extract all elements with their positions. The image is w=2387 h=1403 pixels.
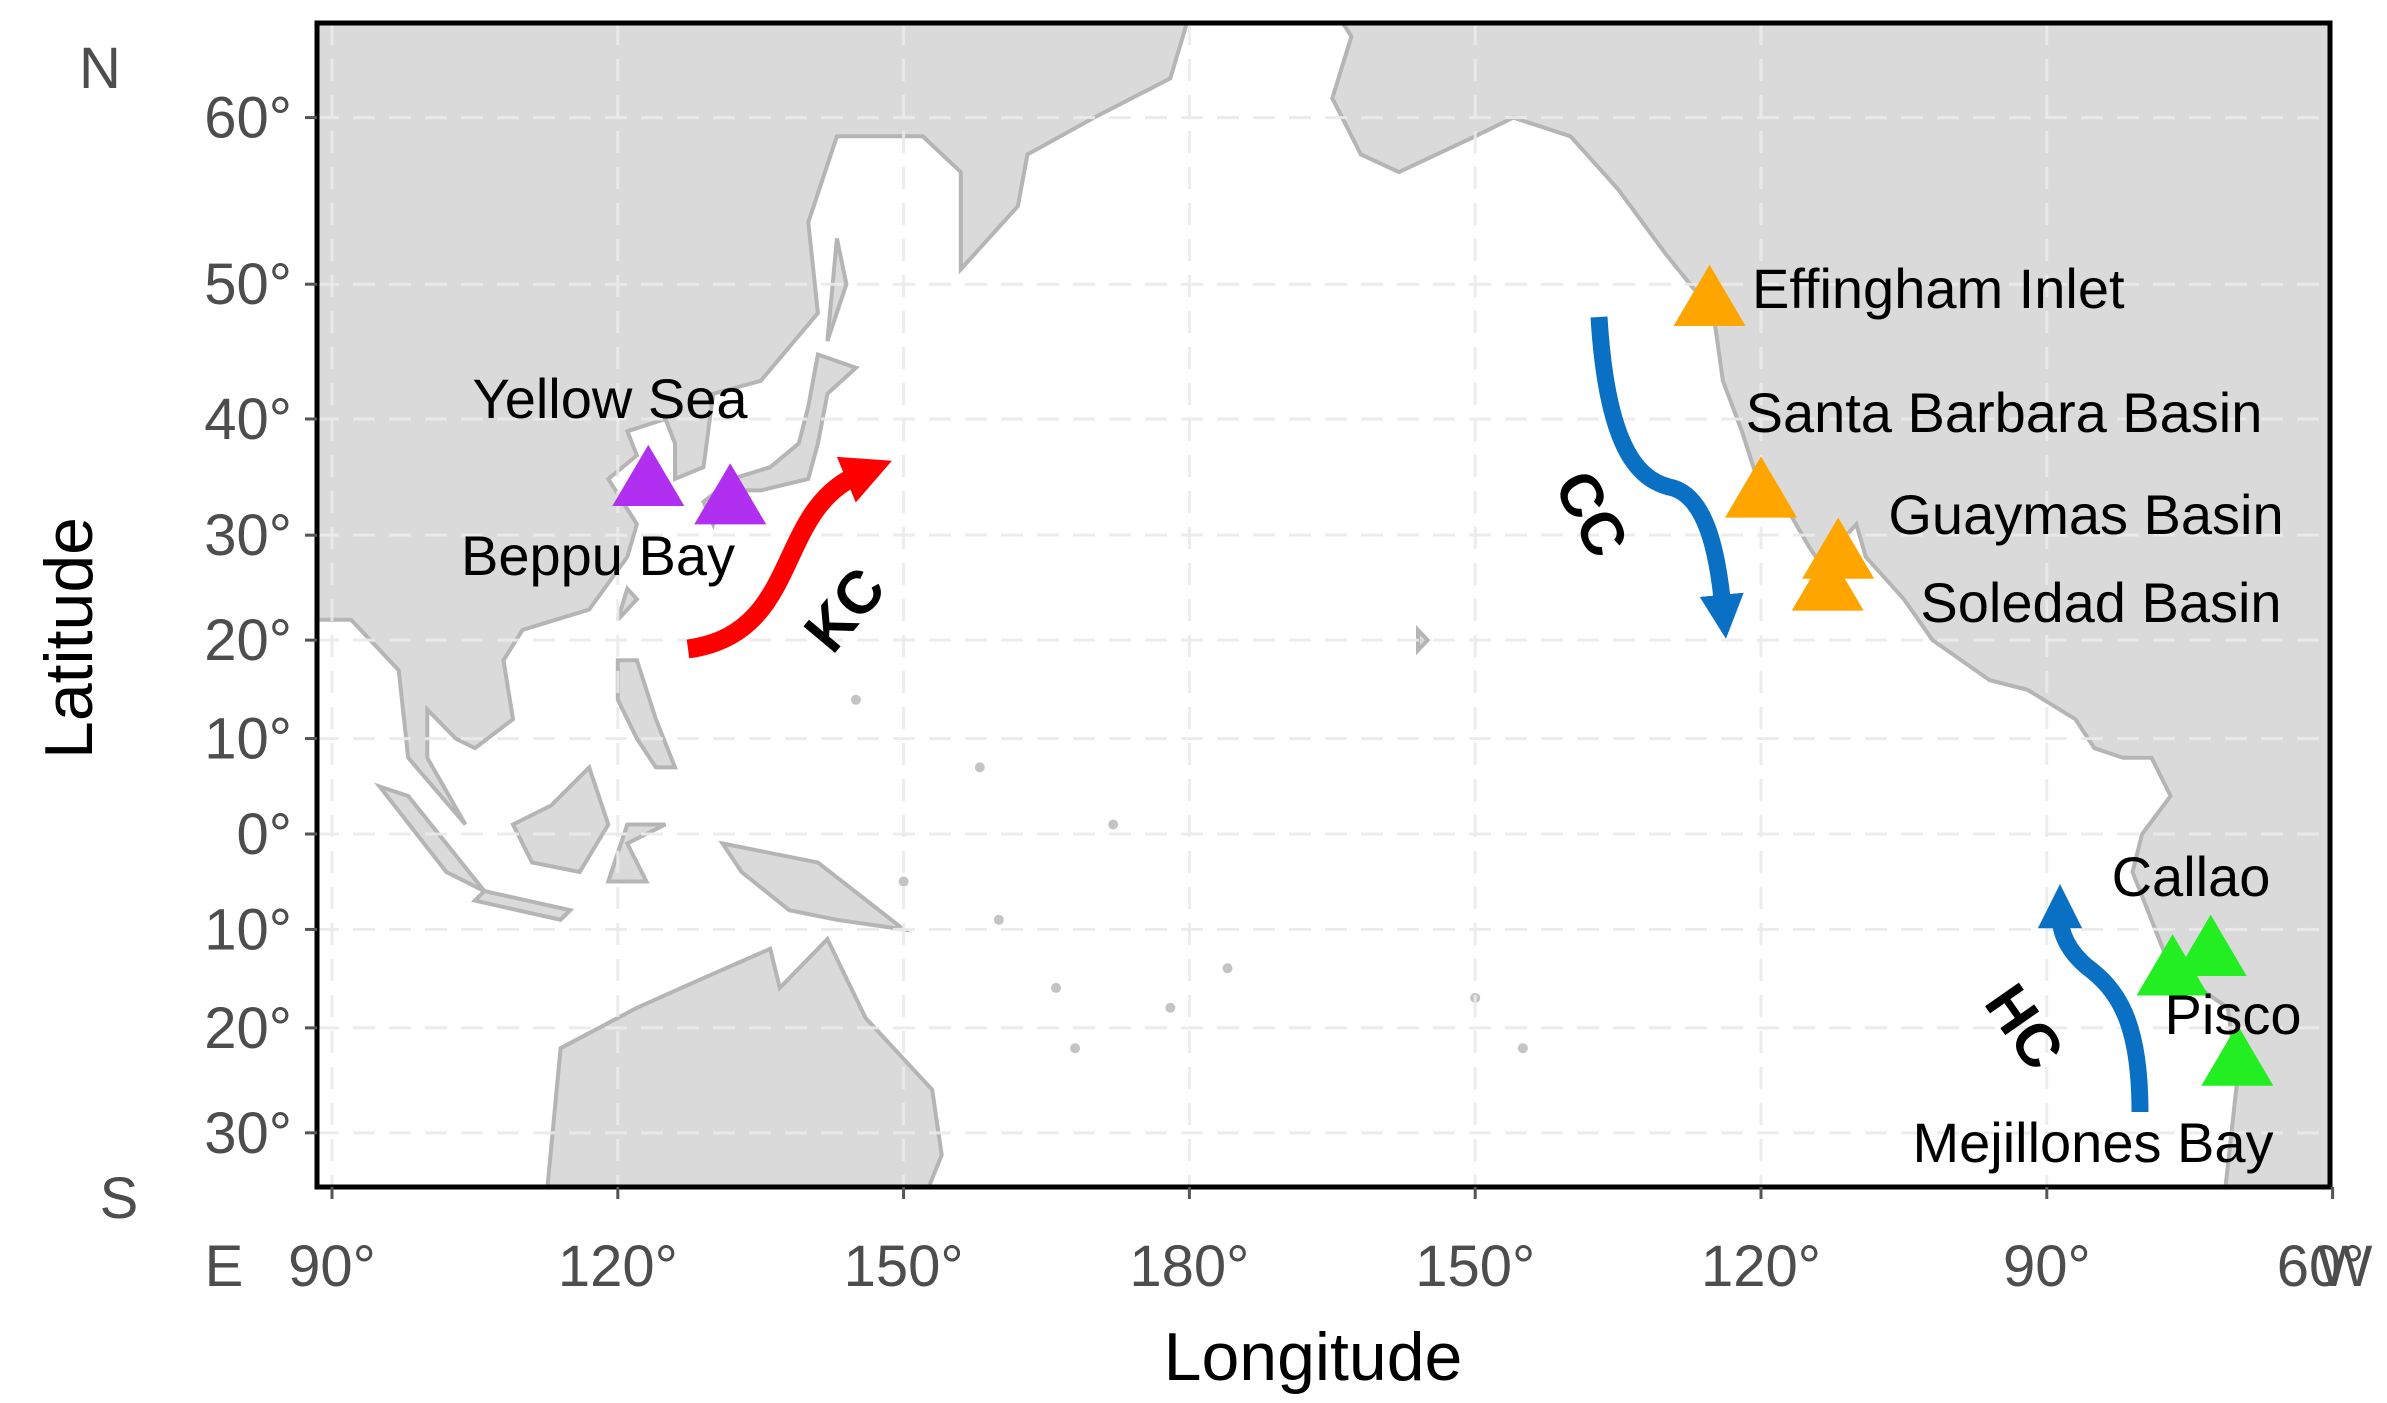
site-marker bbox=[1791, 549, 1864, 611]
hc-arrow bbox=[2037, 884, 2149, 1113]
y-tick-label: 50° bbox=[204, 252, 292, 317]
landmass bbox=[615, 658, 678, 770]
landmass bbox=[701, 351, 860, 531]
site-marker bbox=[1673, 264, 1746, 327]
site-marker bbox=[2174, 914, 2247, 976]
x-tick-label: 150° bbox=[844, 1234, 964, 1299]
y-tick-label: 60° bbox=[204, 86, 292, 151]
cc-arrow bbox=[1590, 316, 1744, 639]
x-tick-label: 180° bbox=[1129, 1234, 1249, 1299]
landmass bbox=[718, 840, 911, 933]
site-marker bbox=[694, 463, 767, 525]
y-axis-title: Latitude bbox=[31, 517, 107, 759]
site-label: Yellow Sea bbox=[472, 367, 748, 430]
site-label: Mejillones Bay bbox=[1912, 1111, 2273, 1174]
x-axis-title: Longitude bbox=[1164, 1319, 1463, 1395]
site-label: Beppu Bay bbox=[461, 524, 735, 587]
site-label: Effingham Inlet bbox=[1752, 257, 2125, 320]
y-tick-label: 0° bbox=[237, 802, 292, 867]
y-tick-label: 10° bbox=[204, 897, 292, 962]
island bbox=[974, 762, 985, 773]
east-label: E bbox=[205, 1234, 244, 1299]
site-marker bbox=[1725, 456, 1797, 518]
y-tick-label: 30° bbox=[204, 503, 292, 568]
north-label: N bbox=[79, 36, 121, 101]
x-tick-label: 90° bbox=[2003, 1234, 2091, 1299]
y-tick-label: 20° bbox=[204, 996, 292, 1061]
island bbox=[898, 876, 909, 887]
landmass bbox=[510, 763, 611, 875]
island bbox=[993, 914, 1004, 925]
x-tick-label: 120° bbox=[1701, 1234, 1821, 1299]
island bbox=[850, 694, 861, 705]
site-label: Callao bbox=[2112, 845, 2271, 908]
south-label: S bbox=[100, 1166, 139, 1231]
island bbox=[1517, 1043, 1528, 1054]
sites bbox=[612, 264, 2274, 1086]
site-marker bbox=[2136, 934, 2209, 996]
y-tick-label: 10° bbox=[204, 707, 292, 772]
currents bbox=[686, 316, 2149, 1113]
grid bbox=[317, 23, 2330, 1187]
site-marker bbox=[2201, 1024, 2274, 1086]
island bbox=[1165, 1002, 1176, 1013]
landmass bbox=[825, 237, 849, 342]
site-marker bbox=[612, 444, 685, 507]
landmass bbox=[470, 888, 575, 922]
land bbox=[317, 23, 2330, 1187]
x-tick-label: 120° bbox=[558, 1234, 678, 1299]
x-tick-label: 60° bbox=[2277, 1234, 2365, 1299]
x-tick-label: 90° bbox=[288, 1234, 376, 1299]
island bbox=[1070, 1043, 1081, 1054]
site-label: Pisco bbox=[2165, 983, 2302, 1046]
site-label: Santa Barbara Basin bbox=[1746, 381, 2263, 444]
landmass bbox=[545, 935, 944, 1187]
panel-border bbox=[314, 20, 2333, 1190]
y-tick-label: 30° bbox=[204, 1101, 292, 1166]
landmass bbox=[615, 584, 640, 622]
island bbox=[1222, 963, 1233, 974]
y-tick-label: 20° bbox=[204, 608, 292, 673]
x-tick-label: 150° bbox=[1415, 1234, 1535, 1299]
island bbox=[1051, 982, 1062, 993]
site-label: Guaymas Basin bbox=[1888, 483, 2283, 546]
west-label: W bbox=[2318, 1234, 2373, 1299]
site-label: Soledad Basin bbox=[1920, 571, 2281, 634]
y-tick-label: 40° bbox=[204, 387, 292, 452]
kc-arrow bbox=[686, 456, 892, 659]
landmass bbox=[317, 23, 1189, 826]
island bbox=[1108, 819, 1119, 830]
